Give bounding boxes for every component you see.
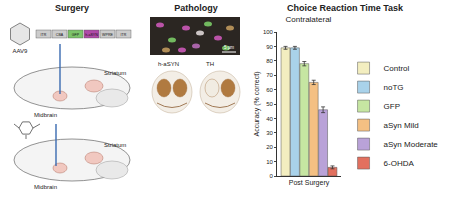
- svg-text:GFP: GFP: [72, 33, 80, 37]
- svg-text:70: 70: [266, 72, 273, 78]
- svg-text:TH: TH: [206, 61, 214, 67]
- svg-text:CBA: CBA: [56, 33, 64, 37]
- svg-text:noTG: noTG: [384, 83, 404, 92]
- svg-text:30: 30: [266, 130, 273, 136]
- svg-text:GFP: GFP: [384, 102, 400, 111]
- svg-text:ITR: ITR: [41, 33, 47, 37]
- svg-text:80: 80: [266, 58, 273, 64]
- svg-text:Contralateral: Contralateral: [286, 15, 332, 24]
- svg-text:Control: Control: [384, 64, 410, 73]
- svg-text:h-aSYN: h-aSYN: [85, 33, 98, 37]
- svg-text:5 µm: 5 µm: [224, 45, 234, 50]
- svg-text:aSyn Mild: aSyn Mild: [384, 121, 419, 130]
- svg-text:Midbrain: Midbrain: [34, 112, 57, 118]
- svg-text:Surgery: Surgery: [55, 3, 89, 13]
- svg-text:6-OHDA: 6-OHDA: [384, 159, 415, 168]
- svg-text:ITR: ITR: [121, 33, 127, 37]
- svg-text:10: 10: [266, 159, 273, 165]
- svg-text:WPRE: WPRE: [102, 33, 113, 37]
- svg-text:100: 100: [263, 29, 274, 35]
- svg-text:90: 90: [266, 44, 273, 50]
- svg-text:AAV9: AAV9: [13, 48, 29, 54]
- svg-text:50: 50: [266, 101, 273, 107]
- svg-text:20: 20: [266, 144, 273, 150]
- svg-text:Post Surgery: Post Surgery: [289, 179, 330, 187]
- svg-text:Pathology: Pathology: [174, 3, 218, 13]
- svg-text:Striatum: Striatum: [104, 142, 126, 148]
- svg-text:Choice Reaction Time Task: Choice Reaction Time Task: [287, 3, 404, 13]
- svg-text:Midbrain: Midbrain: [34, 184, 57, 190]
- svg-text:h-aSYN: h-aSYN: [158, 61, 179, 67]
- svg-text:60: 60: [266, 87, 273, 93]
- svg-text:0: 0: [270, 173, 274, 179]
- svg-text:aSyn Moderate: aSyn Moderate: [384, 140, 439, 149]
- svg-text:40: 40: [266, 116, 273, 122]
- svg-text:Striatum: Striatum: [104, 70, 126, 76]
- svg-text:Accuracy (% correct): Accuracy (% correct): [253, 72, 261, 137]
